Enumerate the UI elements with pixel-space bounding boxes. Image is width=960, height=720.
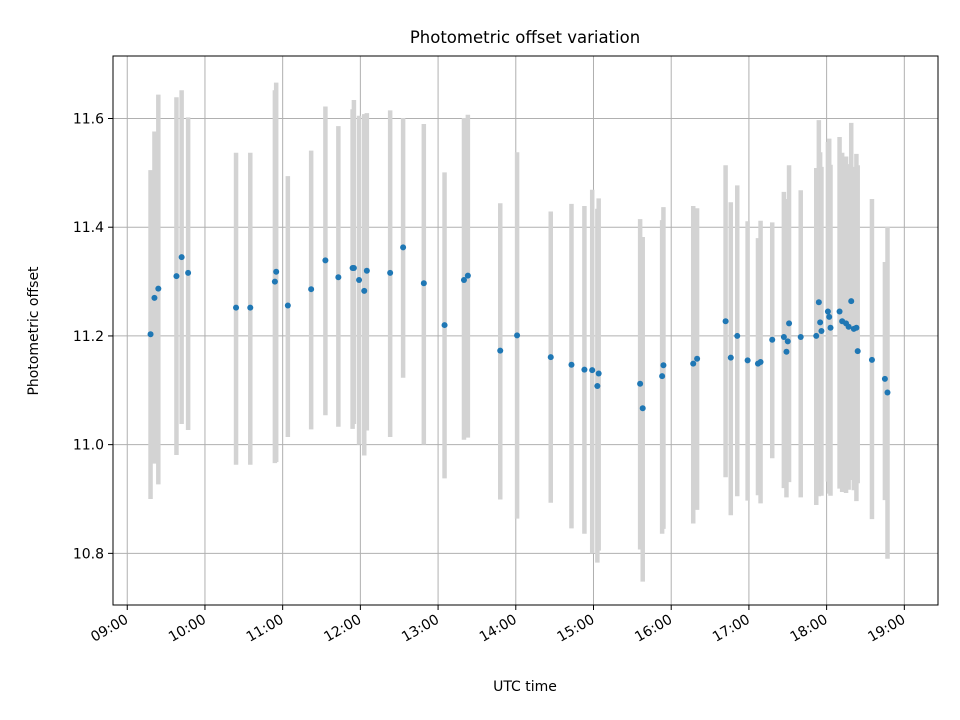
- data-point: [595, 370, 602, 377]
- data-point: [460, 276, 467, 283]
- data-point: [797, 334, 804, 341]
- data-point: [387, 269, 394, 276]
- y-tick-label: 11.4: [73, 220, 104, 236]
- data-point: [757, 359, 764, 366]
- data-point: [178, 254, 185, 261]
- data-point: [400, 244, 407, 251]
- chart-title: Photometric offset variation: [410, 28, 640, 47]
- data-point: [786, 320, 793, 327]
- data-point: [497, 347, 504, 354]
- data-point: [284, 302, 291, 309]
- data-point: [637, 380, 644, 387]
- plot-frame: [112, 55, 939, 606]
- data-point: [185, 269, 192, 276]
- data-point: [868, 356, 875, 363]
- data-point: [350, 264, 357, 271]
- data-point: [660, 362, 667, 369]
- data-point: [815, 299, 822, 306]
- data-point: [769, 336, 776, 343]
- data-point: [780, 334, 787, 341]
- data-point: [845, 323, 852, 330]
- data-point: [784, 338, 791, 345]
- y-axis: 10.8 11.0 11.2 11.4 11.6: [73, 112, 113, 562]
- data-point: [581, 366, 588, 373]
- data-point: [639, 405, 646, 412]
- data-point: [441, 322, 448, 329]
- data-point: [827, 324, 834, 331]
- data-point: [173, 273, 180, 280]
- data-point: [836, 308, 843, 315]
- data-point: [734, 332, 741, 339]
- y-tick-label: 11.0: [73, 438, 104, 454]
- data-point: [818, 328, 825, 335]
- data-point: [155, 285, 162, 292]
- data-point: [308, 286, 315, 293]
- y-tick-label: 11.2: [73, 329, 104, 345]
- data-point: [848, 298, 855, 305]
- data-point: [247, 304, 254, 311]
- data-point: [853, 324, 860, 331]
- data-point: [817, 319, 824, 326]
- data-point: [854, 348, 861, 355]
- y-tick-label: 10.8: [73, 546, 104, 562]
- data-point: [884, 389, 891, 396]
- data-point: [694, 355, 701, 362]
- data-point: [744, 357, 751, 364]
- data-point: [151, 294, 158, 301]
- data-point: [233, 304, 240, 311]
- y-axis-label: Photometric offset: [26, 266, 42, 396]
- data-point: [783, 348, 790, 355]
- y-tick-label: 11.6: [73, 112, 104, 128]
- data-point: [420, 280, 427, 287]
- data-point: [356, 276, 363, 283]
- data-point: [335, 274, 342, 281]
- data-point: [514, 332, 521, 339]
- data-point: [361, 287, 368, 294]
- data-point: [589, 367, 596, 374]
- data-point: [322, 257, 329, 264]
- data-point: [363, 267, 370, 274]
- data-point: [813, 332, 820, 339]
- data-point: [722, 318, 729, 325]
- data-point: [826, 313, 833, 320]
- data-point: [273, 268, 280, 275]
- data-points: [147, 244, 891, 412]
- data-point: [147, 331, 154, 338]
- data-point: [464, 272, 471, 279]
- data-point: [659, 373, 666, 380]
- x-axis-label: UTC time: [493, 679, 557, 695]
- data-point: [727, 354, 734, 361]
- data-point: [568, 361, 575, 368]
- data-point: [547, 354, 554, 361]
- data-point: [594, 382, 601, 389]
- data-point: [690, 360, 697, 367]
- data-point: [271, 278, 278, 285]
- data-point: [881, 375, 888, 382]
- data-point: [824, 308, 831, 315]
